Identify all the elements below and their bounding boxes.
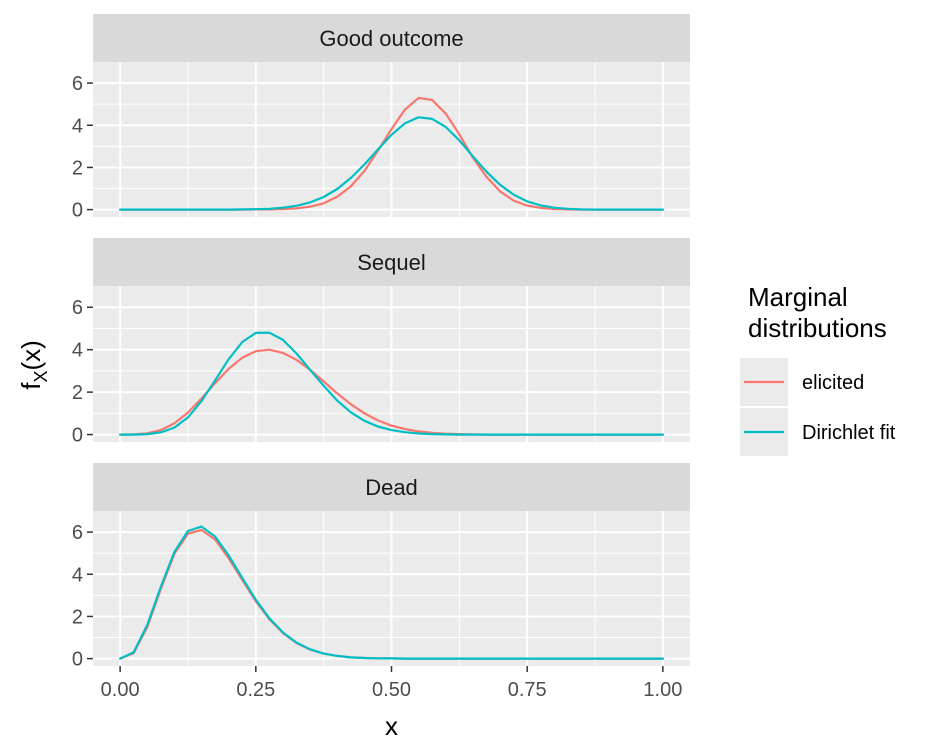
series-line-dirichlet-fit <box>118 525 665 660</box>
facet-strip-label: Dead <box>365 475 418 500</box>
series-line-dirichlet-fit <box>118 331 665 436</box>
y-tick-label: 4 <box>72 564 83 586</box>
legend-title-line: Marginal <box>748 282 848 312</box>
y-axis-title-suffix: (x) <box>16 340 46 370</box>
x-tick-label: 0.75 <box>508 679 547 701</box>
legend-label: elicited <box>802 372 864 394</box>
x-tick-label: 0.25 <box>236 679 275 701</box>
y-tick-label: 2 <box>72 382 83 404</box>
facet-strip-label: Sequel <box>357 250 426 275</box>
facet-panel: Sequel 0 2 4 6 <box>72 238 690 447</box>
y-axis-title-subscript: X <box>31 371 51 383</box>
facet-strip <box>93 238 690 286</box>
y-tick-label: 6 <box>72 297 83 319</box>
y-axis-title: fX(x) <box>16 340 51 390</box>
y-tick-label: 6 <box>72 522 83 544</box>
facet-strip-label: Good outcome <box>319 26 463 51</box>
x-tick-label: 0.50 <box>372 679 411 701</box>
y-tick-label: 0 <box>72 649 83 671</box>
x-tick-label: 1.00 <box>643 679 682 701</box>
facet-panel: Good outcome 0 2 4 6 <box>72 14 690 222</box>
y-tick-label: 4 <box>72 115 83 137</box>
y-tick-label: 4 <box>72 340 83 362</box>
facet-panel: Dead 0 2 4 6 0.00 0.25 0.50 0.75 1.00 <box>72 463 690 701</box>
x-axis-title: x <box>385 711 398 740</box>
legend-title-line: distributions <box>748 313 887 343</box>
facet-strip <box>93 14 690 62</box>
y-tick-label: 2 <box>72 606 83 628</box>
y-tick-label: 6 <box>72 73 83 95</box>
y-tick-label: 0 <box>72 425 83 447</box>
x-tick-label: 0.00 <box>101 679 140 701</box>
y-tick-label: 0 <box>72 200 83 222</box>
series-line-dirichlet-fit <box>118 116 665 211</box>
legend-label: Dirichlet fit <box>802 422 896 444</box>
facet-strip <box>93 463 690 511</box>
y-tick-label: 2 <box>72 157 83 179</box>
y-axis-title-main: f <box>16 382 46 390</box>
